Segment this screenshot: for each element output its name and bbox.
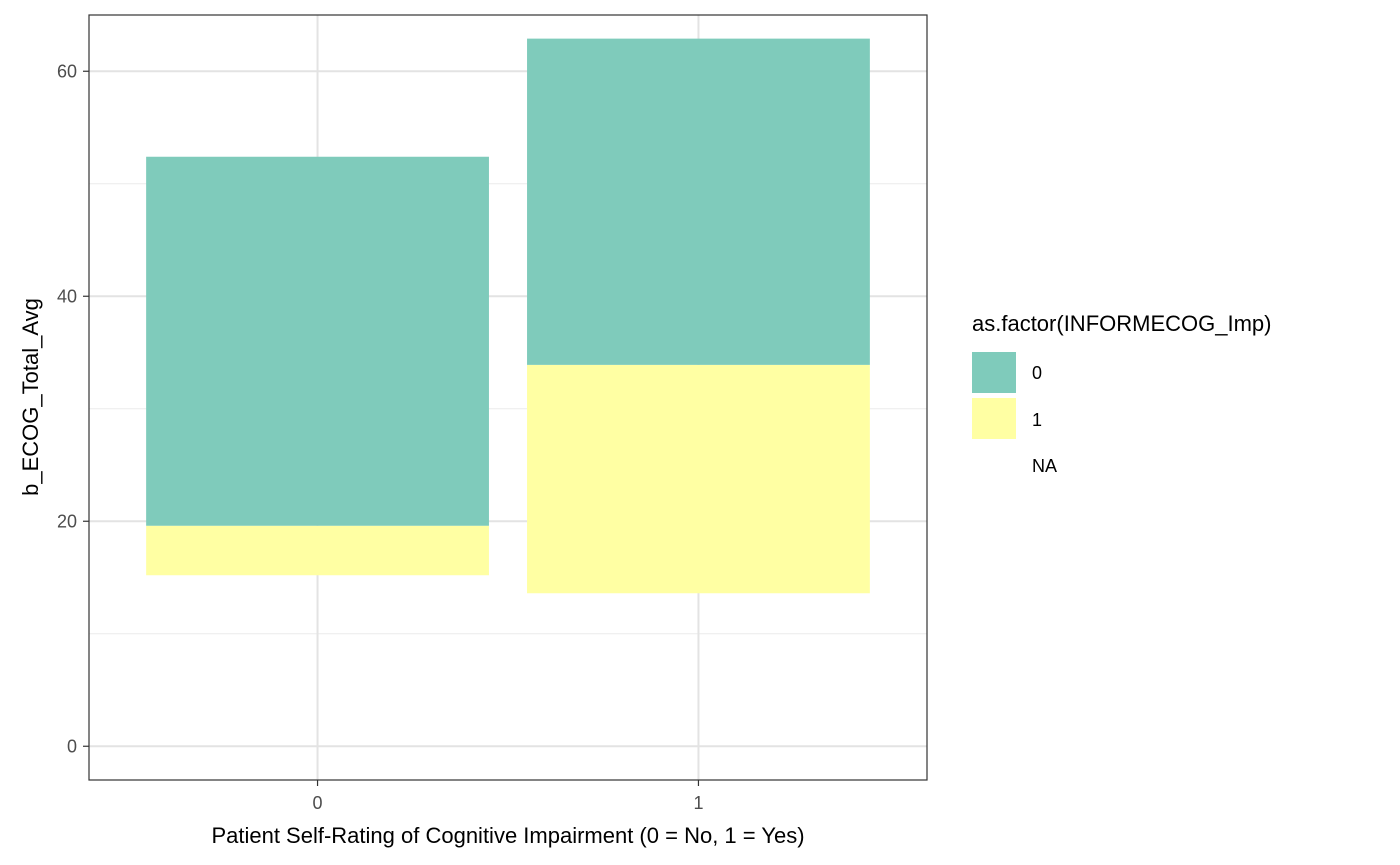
x-axis-title: Patient Self-Rating of Cognitive Impairm…	[211, 823, 804, 848]
y-tick-label-20: 20	[57, 511, 77, 531]
y-axis-title: b_ECOG_Total_Avg	[18, 298, 43, 496]
y-tick-label-40: 40	[57, 286, 77, 306]
y-tick-label-0: 0	[67, 736, 77, 756]
bars	[146, 38, 870, 594]
bar-series-0-category-1	[527, 38, 870, 365]
bar-series-1-category-0	[146, 525, 489, 576]
x-tick-label-0: 0	[313, 793, 323, 813]
legend-label-na: NA	[1032, 456, 1057, 476]
legend-key-1	[972, 398, 1016, 439]
legend-title: as.factor(INFORMECOG_Imp)	[972, 311, 1271, 336]
legend-key-0	[972, 352, 1016, 393]
legend-label-0: 0	[1032, 363, 1042, 383]
x-tick-label-1: 1	[693, 793, 703, 813]
y-tick-label-60: 60	[57, 61, 77, 81]
y-axis-ticks: 0 20 40 60	[57, 61, 89, 756]
bar-series-0-category-0	[146, 156, 489, 526]
bar-series-1-category-1	[527, 364, 870, 594]
legend-label-1: 1	[1032, 410, 1042, 430]
legend: as.factor(INFORMECOG_Imp) 0 1 NA	[972, 311, 1271, 476]
panel-border	[88, 14, 928, 781]
